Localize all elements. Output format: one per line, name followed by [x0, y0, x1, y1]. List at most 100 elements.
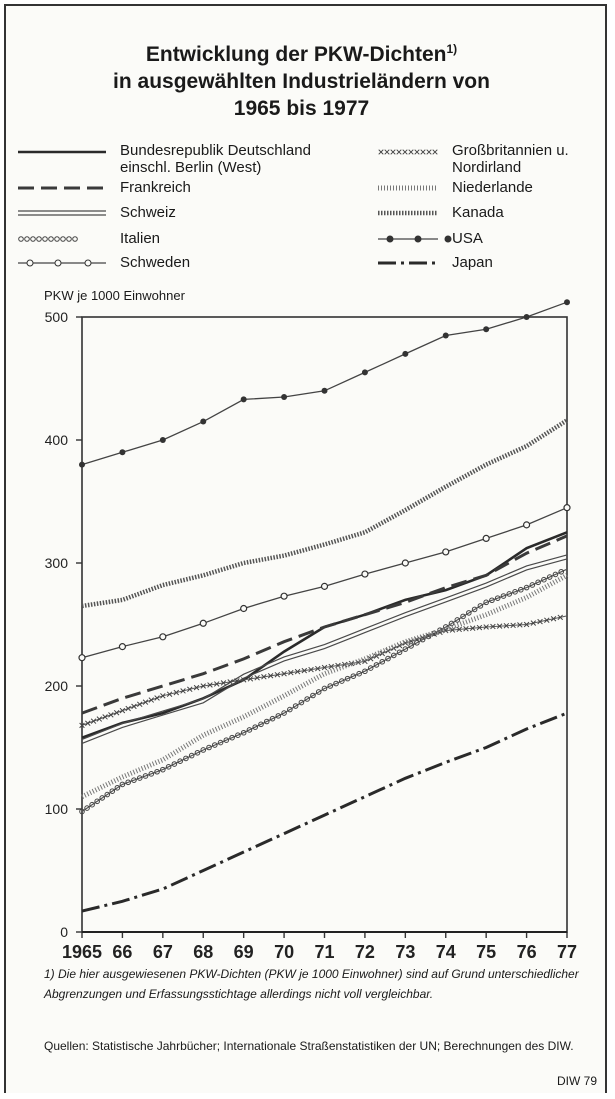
- series-marker: [89, 801, 95, 808]
- series-line: [81, 568, 568, 812]
- legend-marker: [66, 236, 72, 242]
- series-marker: [310, 692, 316, 699]
- series-marker: [99, 795, 106, 801]
- series-6: [80, 573, 569, 799]
- series-marker: [379, 658, 386, 665]
- series-marker: [108, 712, 114, 718]
- series-marker: [396, 649, 403, 656]
- series-marker: [220, 680, 227, 686]
- series-marker: [476, 624, 483, 631]
- x-tick-label: 69: [234, 942, 254, 960]
- series-marker: [503, 622, 510, 629]
- legend-marker: [24, 236, 30, 242]
- series-marker: [489, 597, 495, 604]
- series-marker: [223, 737, 230, 743]
- series-marker: [523, 584, 530, 591]
- series-marker: [227, 679, 233, 685]
- series-marker: [449, 627, 456, 633]
- series-0: [81, 531, 568, 739]
- data-point: [200, 418, 207, 425]
- data-point: [281, 393, 288, 400]
- legend-label-0: Bundesrepublik Deutschland einschl. Berl…: [120, 142, 311, 176]
- x-tick-label: 72: [355, 942, 375, 960]
- legend-marker: [54, 259, 62, 267]
- series-marker: [390, 652, 397, 659]
- series-marker: [362, 668, 368, 675]
- series-marker: [535, 579, 541, 586]
- series-marker: [234, 678, 240, 684]
- data-point: [320, 582, 329, 590]
- legend-marker: [384, 149, 390, 155]
- series-marker: [327, 683, 334, 689]
- series-marker: [213, 681, 220, 687]
- legend-marker: [426, 149, 432, 155]
- data-point: [523, 314, 530, 320]
- series-marker: [235, 732, 241, 739]
- series-marker: [166, 691, 173, 697]
- series-marker: [483, 599, 489, 606]
- series-marker: [79, 722, 85, 729]
- series-marker: [154, 768, 160, 775]
- series-marker: [200, 747, 207, 753]
- series-marker: [183, 755, 189, 762]
- data-point: [563, 504, 571, 512]
- legend-label-5: Großbritannien u. Nordirland: [452, 142, 569, 176]
- series-marker: [512, 589, 518, 595]
- series-marker: [328, 663, 334, 670]
- series-marker: [85, 720, 91, 727]
- series-marker: [136, 701, 143, 708]
- data-point: [402, 350, 409, 357]
- series-4: [78, 504, 571, 662]
- series-marker: [125, 705, 131, 712]
- x-tick-label: 73: [395, 942, 415, 960]
- series-marker: [90, 718, 97, 724]
- series-marker: [288, 669, 294, 676]
- series-marker: [402, 646, 409, 652]
- series-marker: [119, 781, 126, 788]
- title-line-1: Entwicklung der PKW-Dichten: [145, 43, 447, 66]
- legend-marker: [414, 149, 420, 155]
- series-marker: [217, 739, 224, 746]
- series-marker: [96, 716, 103, 722]
- series-marker: [160, 766, 166, 773]
- legend-marker: [18, 236, 24, 242]
- series-marker: [356, 670, 362, 677]
- legend-marker: [396, 149, 402, 155]
- series-marker: [385, 655, 391, 662]
- series-marker: [315, 689, 322, 695]
- series-marker: [373, 653, 380, 659]
- series-marker: [136, 775, 143, 781]
- series-line: [81, 711, 568, 913]
- series-marker: [252, 724, 259, 730]
- series-marker: [517, 622, 523, 628]
- legend-marker: [432, 149, 438, 155]
- series-marker: [321, 664, 328, 671]
- series-marker: [530, 620, 537, 626]
- legend-label-4: Schweden: [120, 254, 191, 271]
- data-point: [240, 604, 248, 613]
- series-marker: [142, 773, 149, 779]
- series-line: [81, 554, 568, 740]
- series-line: [81, 534, 568, 715]
- title-footnote-marker: 1): [446, 42, 458, 56]
- legend-marker: [390, 149, 396, 155]
- series-marker: [333, 680, 339, 687]
- series-1: [81, 534, 568, 715]
- data-point: [199, 619, 207, 627]
- series-marker: [173, 689, 180, 696]
- legend-label-9: Japan: [452, 254, 493, 271]
- series-marker: [537, 618, 543, 625]
- series-marker: [263, 718, 270, 725]
- data-point: [401, 559, 409, 567]
- series-line: [81, 507, 568, 659]
- series-2: [81, 554, 568, 744]
- series-marker: [240, 677, 247, 683]
- series-marker: [552, 571, 559, 578]
- series-line: [81, 615, 568, 726]
- data-point: [280, 592, 288, 600]
- series-marker: [518, 586, 524, 593]
- legend-marker: [30, 236, 36, 242]
- series-marker: [131, 703, 137, 710]
- series-marker: [544, 617, 550, 623]
- series-marker: [109, 788, 116, 794]
